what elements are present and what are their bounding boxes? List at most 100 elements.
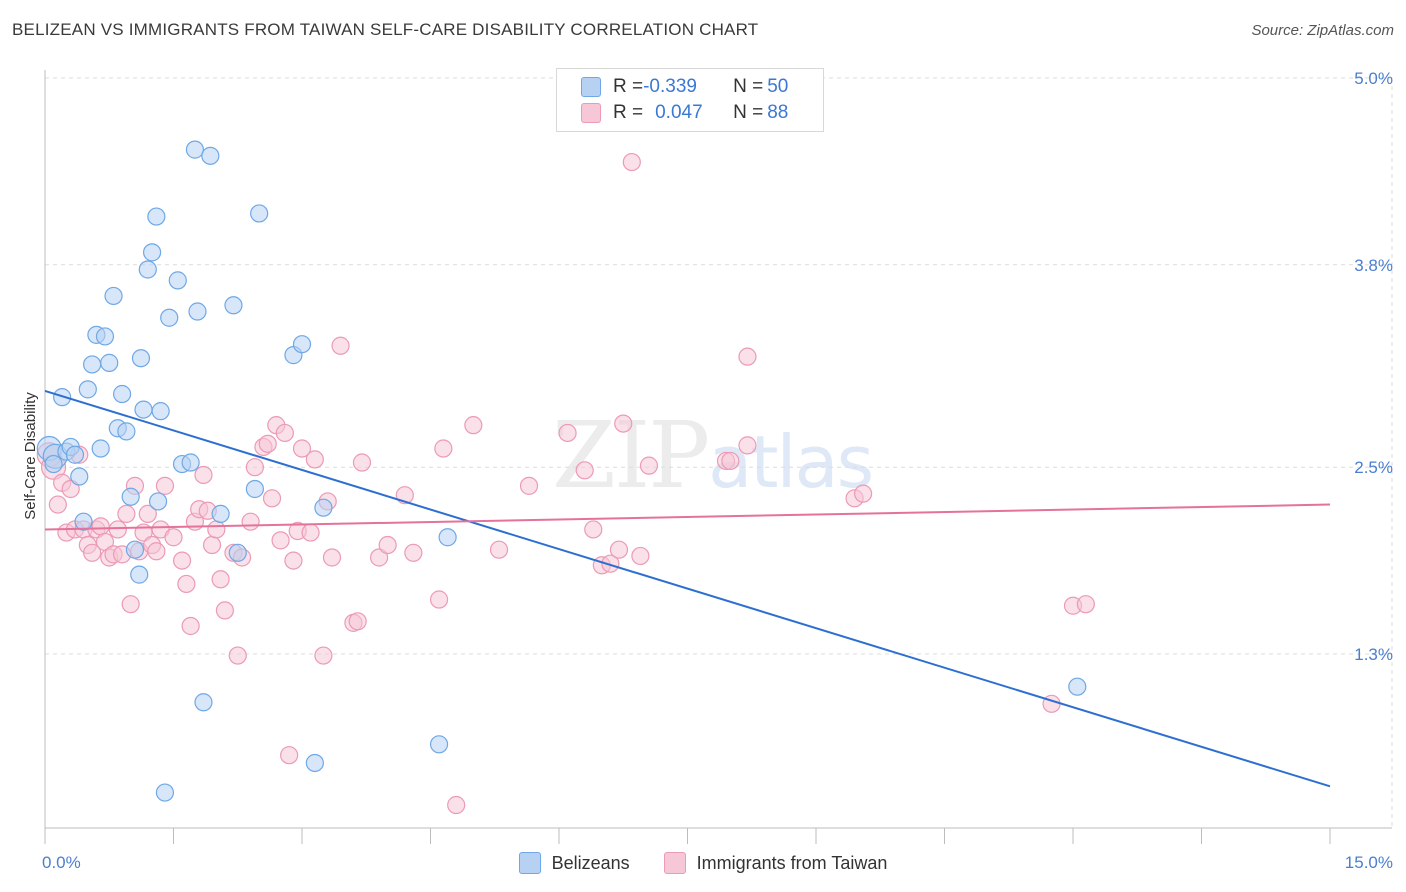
data-point [250, 204, 269, 223]
correlation-legend: R = -0.339 N = 50 R = 0.047 N = 88 [556, 68, 824, 132]
data-point [622, 152, 641, 172]
data-point [201, 146, 220, 165]
data-point [83, 355, 102, 374]
data-point [429, 590, 449, 609]
data-point [155, 476, 175, 495]
data-point [331, 336, 350, 355]
legend-swatch-taiwan [663, 852, 686, 874]
data-point [207, 520, 226, 539]
data-point [117, 504, 136, 523]
data-point [738, 347, 757, 366]
data-point [138, 504, 157, 523]
legend-r-value: -0.339 [643, 76, 697, 97]
data-point [188, 302, 207, 321]
data-point [1068, 677, 1087, 696]
trend-line-belizeans [44, 389, 1331, 788]
data-point [280, 746, 299, 765]
data-point [721, 451, 740, 471]
trend-line-taiwan [44, 503, 1331, 531]
legend-row-belizeans: R = -0.339 N = 50 [581, 75, 788, 99]
data-point [224, 296, 243, 315]
tick-labels: 1.3% 2.5% 3.8% 5.0% 0.0% 15.0% Self-Care Disab… [22, 69, 1393, 872]
data-point [738, 436, 757, 455]
data-point [639, 456, 659, 475]
series-belizeans [36, 140, 1087, 802]
data-point [104, 286, 123, 306]
legend-r-label: R = [613, 102, 644, 123]
legend-item-taiwan: Immigrants from Taiwan [663, 852, 887, 874]
data-point [1076, 595, 1095, 614]
data-point [854, 484, 873, 503]
data-point [148, 492, 168, 511]
data-point [464, 416, 483, 435]
data-point [434, 439, 453, 458]
data-point [121, 487, 140, 506]
data-point [117, 422, 136, 441]
data-point [489, 540, 509, 559]
data-point [125, 540, 145, 559]
data-point [65, 445, 85, 464]
data-point [314, 646, 333, 665]
legend-swatch-taiwan [581, 103, 601, 123]
legend-item-belizeans: Belizeans [518, 852, 630, 874]
data-point [241, 512, 260, 531]
data-point [91, 439, 110, 458]
data-point [172, 551, 192, 570]
data-point [194, 465, 213, 485]
data-point [284, 551, 303, 570]
data-point [194, 693, 213, 712]
data-point [155, 783, 175, 802]
data-point [429, 735, 449, 754]
data-point [322, 548, 342, 567]
data-point [147, 542, 166, 561]
data-point [609, 540, 629, 559]
data-point [305, 753, 324, 773]
data-point [228, 543, 247, 562]
data-point [168, 271, 187, 290]
data-point [112, 384, 132, 404]
data-point [245, 458, 264, 477]
legend-r-label: R = [613, 76, 644, 97]
data-point [61, 479, 80, 499]
data-point [558, 423, 577, 443]
series-legend: Belizeans Immigrants from Taiwan [0, 852, 1406, 874]
data-point [160, 308, 179, 327]
y-tick-label: 2.5% [1354, 458, 1393, 477]
legend-n-label: N = [733, 76, 764, 97]
data-point [314, 498, 333, 517]
data-point [131, 349, 151, 368]
data-point [211, 504, 230, 523]
data-point [378, 535, 397, 555]
legend-n-label: N = [733, 102, 764, 123]
data-point [519, 476, 539, 495]
legend-n-value: 88 [767, 102, 789, 123]
data-point [601, 554, 620, 573]
data-point [78, 380, 97, 399]
legend-r-value: 0.047 [655, 102, 703, 123]
x-tick-label-max: 15.0% [1345, 853, 1393, 872]
data-point [352, 453, 372, 472]
data-point [584, 520, 603, 539]
data-point [631, 546, 650, 566]
data-point [245, 479, 264, 499]
data-point [91, 517, 110, 536]
data-point [262, 489, 282, 508]
data-point [301, 523, 320, 542]
data-point [48, 495, 67, 514]
chart-source: Source: ZipAtlas.com [1251, 22, 1394, 39]
data-point [215, 601, 234, 620]
data-point [74, 512, 93, 531]
data-point [181, 453, 200, 472]
chart-title: BELIZEAN VS IMMIGRANTS FROM TAIWAN SELF-… [12, 20, 759, 39]
data-point [228, 646, 247, 665]
data-point [614, 414, 633, 433]
data-point [271, 531, 290, 550]
legend-n-value: 50 [767, 76, 789, 97]
y-axis-title: Self-Care Disability [22, 392, 39, 520]
data-point [44, 454, 63, 474]
data-point [258, 434, 277, 453]
data-point [95, 327, 115, 346]
legend-label-belizeans: Belizeans [551, 852, 630, 873]
data-point [138, 260, 157, 279]
